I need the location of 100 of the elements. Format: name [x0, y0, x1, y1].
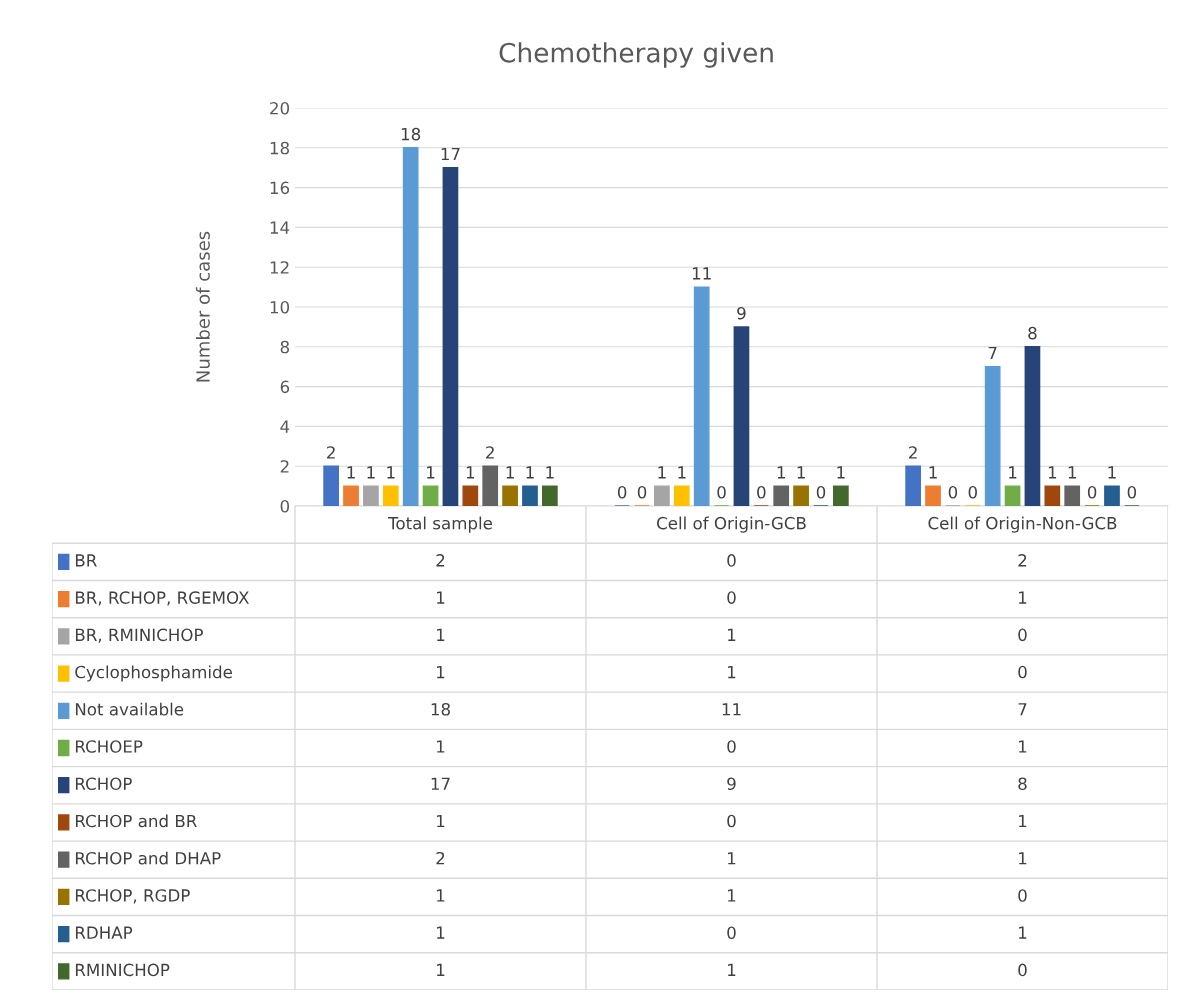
data-label: 1: [797, 466, 805, 479]
text: 1: [437, 740, 445, 753]
data-label: 0: [968, 486, 977, 499]
data-label: 1: [427, 466, 435, 479]
text: 1: [437, 889, 445, 902]
legend-label: BR, RCHOP, RGEMOX: [75, 591, 249, 606]
text: 0: [1018, 889, 1027, 902]
data-label: 1: [367, 466, 375, 479]
data-label: 1: [1108, 466, 1116, 479]
data-label: 1: [837, 466, 845, 479]
data-label: 1: [526, 466, 534, 479]
data-label: 0: [617, 486, 627, 499]
data-label: 7: [988, 346, 997, 360]
text: 1: [437, 628, 445, 641]
data-label: 0: [637, 486, 647, 499]
legend-label: RCHOP, RGDP: [75, 889, 190, 904]
data-label: 1: [466, 466, 475, 479]
data-label: 1: [1048, 466, 1057, 479]
data-label: 0: [1087, 486, 1097, 499]
text: 2: [436, 851, 445, 865]
data-label: 2: [327, 446, 335, 459]
text: 1: [437, 963, 445, 976]
x-tick-label: Cell of Origin-GCB: [657, 516, 806, 533]
legend-label: BR, RMINICHOP: [75, 628, 203, 643]
y-tick-label: 16: [270, 181, 290, 195]
y-tick-label: 0: [280, 499, 290, 513]
text: 1: [1019, 926, 1027, 939]
y-tick-label: 4: [280, 420, 290, 433]
y-tick-label: 20: [270, 101, 290, 115]
text: 11: [722, 703, 741, 716]
text: 1: [1019, 852, 1027, 865]
data-label: 2: [909, 446, 917, 459]
text: 1: [437, 814, 445, 828]
legend-label: BR: [75, 554, 97, 567]
x-tick-label: Total sample: [388, 516, 493, 533]
data-label: 1: [347, 466, 355, 479]
data-label: 18: [401, 127, 421, 141]
text: 0: [727, 926, 736, 939]
text: 0: [727, 814, 736, 828]
text: 2: [1018, 554, 1027, 567]
data-label: 0: [948, 486, 958, 499]
y-tick-label: 8: [280, 340, 289, 354]
text: 1: [728, 889, 736, 902]
data-label: 17: [441, 147, 460, 161]
data-label: 0: [757, 486, 766, 499]
data-label: 11: [692, 267, 711, 280]
y-tick-label: 6: [280, 380, 290, 394]
y-tick-label: 10: [270, 300, 290, 314]
text: 1: [728, 628, 736, 641]
chart-title: Chemotherapy given: [499, 42, 773, 68]
data-label: 1: [929, 466, 937, 479]
data-label: 0: [816, 486, 826, 499]
data-label: 0: [1127, 486, 1137, 499]
y-tick-label: 18: [270, 141, 289, 155]
text: 17: [431, 777, 450, 790]
text: 0: [1018, 963, 1027, 977]
data-label: 1: [658, 466, 666, 479]
text: 9: [727, 777, 736, 791]
text: 0: [1018, 665, 1027, 679]
data-label: 9: [737, 306, 746, 320]
legend-label: RCHOP and DHAP: [75, 851, 221, 865]
text: 1: [1019, 740, 1027, 753]
text: 0: [727, 554, 736, 567]
y-tick-label: 14: [270, 221, 290, 234]
text: 1: [437, 926, 445, 939]
text: 1: [728, 665, 736, 679]
data-label: 1: [777, 466, 785, 479]
data-label: 1: [387, 466, 395, 479]
data-label: 1: [678, 466, 686, 479]
text: 18: [431, 703, 450, 716]
data-label: 1: [506, 466, 514, 479]
data-label: 2: [486, 446, 494, 459]
text: 8: [1018, 777, 1027, 791]
x-tick-label: Cell of Origin-Non-GCB: [928, 516, 1117, 533]
text: 2: [436, 554, 445, 567]
legend-label: Not available: [75, 702, 184, 716]
data-label: 8: [1028, 326, 1037, 340]
legend-label: RCHOP and BR: [75, 814, 197, 828]
legend-label: RDHAP: [75, 926, 133, 939]
legend-label: Cyclophosphamide: [75, 665, 232, 682]
y-axis-title: Number of cases: [195, 231, 210, 382]
text: 0: [727, 740, 736, 753]
text: 1: [728, 852, 736, 865]
data-label: 0: [717, 486, 726, 499]
y-tick-label: 12: [270, 261, 289, 274]
text: 1: [437, 665, 445, 679]
data-label: 1: [1068, 466, 1076, 479]
legend-label: RCHOP: [75, 777, 132, 791]
text: 0: [727, 591, 736, 604]
legend-label: RMINICHOP: [75, 963, 170, 977]
data-label: 1: [1009, 466, 1017, 479]
legend-label: RCHOEP: [75, 740, 143, 753]
text: 1: [728, 963, 736, 976]
y-tick-label: 2: [280, 460, 289, 473]
text: 1: [1019, 591, 1027, 604]
text: 1: [437, 591, 445, 604]
text: 1: [1019, 814, 1027, 828]
text: 0: [1018, 628, 1027, 642]
text: 7: [1018, 703, 1027, 716]
data-label: 1: [546, 466, 554, 479]
